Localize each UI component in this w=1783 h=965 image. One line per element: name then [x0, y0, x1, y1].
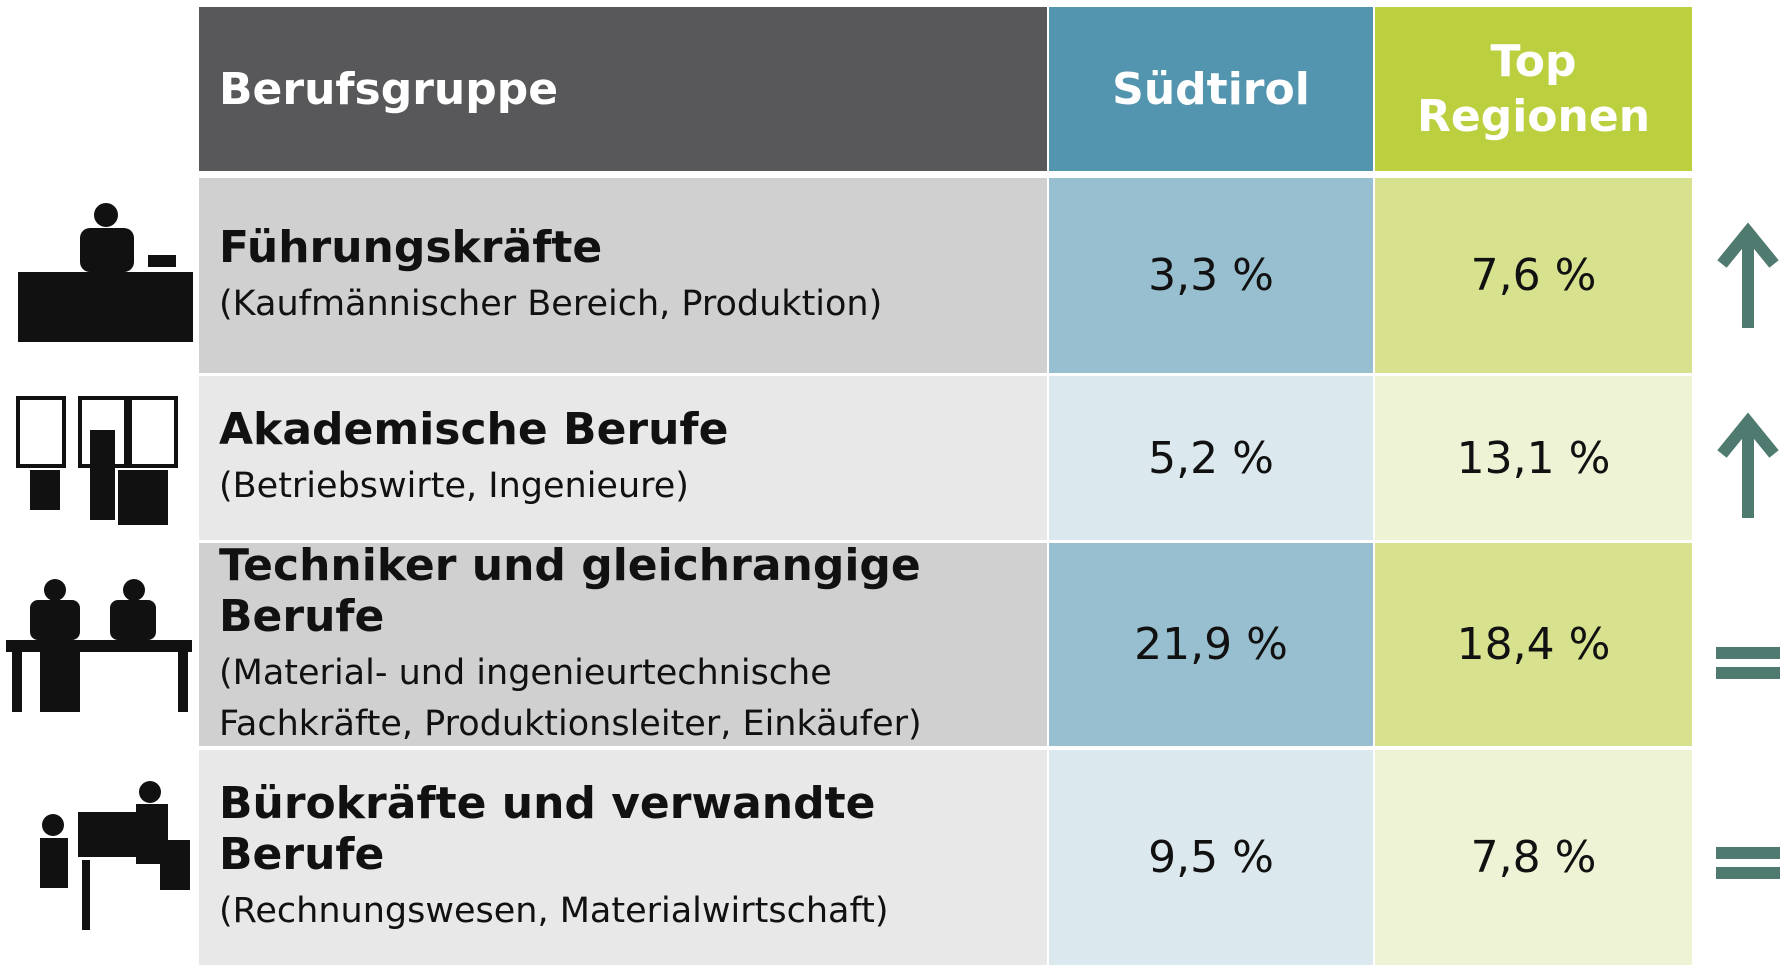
- header-text: Südtirol: [1112, 63, 1310, 115]
- value-cell: 3,3 %: [1049, 178, 1373, 373]
- top-regions-value: 18,4 %: [1456, 619, 1611, 670]
- category-title: Techniker und gleichrangige Berufe: [219, 539, 921, 642]
- value-cell: 5,2 %: [1049, 376, 1373, 540]
- category-subtitle: (Rechnungswesen, Materialwirtschaft): [219, 886, 1047, 937]
- value-cell: 9,5 %: [1049, 750, 1373, 965]
- category-title: Führungskräfte: [219, 221, 603, 273]
- header-cell: Berufsgruppe: [199, 7, 1047, 171]
- value-cell: 7,6 %: [1375, 178, 1692, 373]
- top-regions-value: 7,6 %: [1470, 250, 1597, 301]
- header-cell: Top Regionen: [1375, 7, 1692, 171]
- subtitle-line: (Kaufmännischer Bereich, Produktion): [219, 283, 883, 324]
- category-cell: Akademische Berufe (Betriebswirte, Ingeni…: [199, 376, 1047, 540]
- header-text: Top Regionen: [1417, 36, 1651, 142]
- subtitle-line: Fachkräfte, Produktionsleiter, Einkäufer…: [219, 703, 922, 744]
- subtitle-line: (Betriebswirte, Ingenieure): [219, 466, 689, 507]
- category-subtitle: (Betriebswirte, Ingenieure): [219, 461, 1047, 512]
- top-regions-value: 13,1 %: [1456, 432, 1611, 484]
- suedtirol-value: 9,5 %: [1148, 832, 1274, 883]
- header-text: Berufsgruppe: [219, 63, 559, 115]
- suedtirol-value: 5,2 %: [1148, 432, 1274, 484]
- suedtirol-value: 3,3 %: [1148, 250, 1274, 301]
- subtitle-line: (Material- und ingenieurtechnische: [219, 652, 832, 693]
- category-subtitle: (Kaufmännischer Bereich, Produktion): [219, 279, 1047, 330]
- category-title: Akademische Berufe: [219, 404, 729, 456]
- top-regions-value: 7,8 %: [1470, 832, 1597, 883]
- category-cell: Techniker und gleichrangige Berufe (Mater…: [199, 539, 1047, 746]
- category-subtitle: (Material- und ingenieurtechnische Fachkr…: [219, 648, 1047, 750]
- category-title: Bürokräfte und verwandte Berufe: [219, 778, 876, 881]
- icons: [6, 203, 193, 930]
- value-cell: 18,4 %: [1375, 543, 1692, 746]
- value-cell: 13,1 %: [1375, 376, 1692, 540]
- subtitle-line: (Rechnungswesen, Materialwirtschaft): [219, 891, 889, 932]
- category-cell: Führungskräfte (Kaufmännischer Bereich, P…: [199, 178, 1047, 373]
- suedtirol-value: 21,9 %: [1134, 619, 1288, 670]
- value-cell: 21,9 %: [1049, 543, 1373, 746]
- trend-markers: [1716, 222, 1780, 879]
- category-cell: Bürokräfte und verwandte Berufe (Rechnung…: [199, 750, 1047, 965]
- header-cell: Südtirol: [1049, 7, 1373, 171]
- value-cell: 7,8 %: [1375, 750, 1692, 965]
